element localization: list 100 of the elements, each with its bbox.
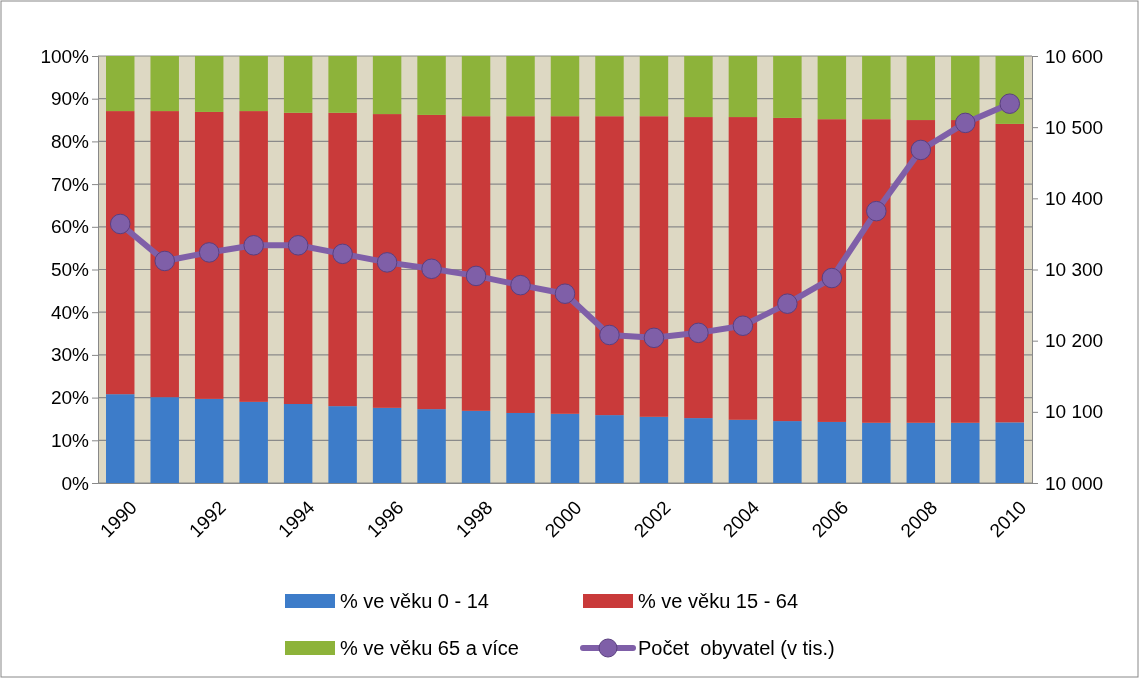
y2-tick-label: 10 100 <box>1045 401 1104 423</box>
bar <box>106 111 135 395</box>
bar <box>239 56 268 112</box>
y-tick-label: 80% <box>50 130 90 152</box>
point <box>554 283 576 304</box>
y2-tick-label: 10 000 <box>1045 472 1104 494</box>
bar <box>150 397 179 483</box>
bar <box>328 56 357 113</box>
y-tick-label: 0% <box>61 472 90 494</box>
point <box>510 274 531 296</box>
point <box>866 200 887 222</box>
point <box>332 243 353 265</box>
point <box>243 235 264 256</box>
y-tick-label: 90% <box>50 88 90 110</box>
bar <box>506 116 535 413</box>
bar <box>995 422 1024 483</box>
bar <box>106 394 135 483</box>
bar <box>995 123 1024 423</box>
bar <box>239 111 268 402</box>
bar <box>906 422 936 483</box>
bar <box>150 56 179 112</box>
bar <box>862 56 891 120</box>
point <box>198 242 220 263</box>
point <box>821 267 843 289</box>
bar <box>728 56 758 118</box>
bar <box>417 56 446 115</box>
legend-label: Počet obyvatel (v tis.) <box>638 637 835 659</box>
bar <box>951 56 980 121</box>
bar <box>461 116 491 411</box>
y-tick-label: 10% <box>50 429 90 451</box>
bar <box>194 56 224 112</box>
bar <box>906 120 936 423</box>
bar <box>283 404 313 483</box>
bar <box>817 56 847 120</box>
bar <box>862 119 891 423</box>
bar <box>906 56 936 121</box>
bar <box>773 117 802 422</box>
bar <box>684 418 713 483</box>
bar <box>194 398 224 483</box>
bar <box>372 114 402 408</box>
bar <box>461 410 491 483</box>
bar <box>728 419 758 483</box>
point <box>421 258 442 280</box>
y2-tick-label: 10 200 <box>1045 330 1104 352</box>
bar <box>150 111 179 398</box>
bar <box>372 407 402 483</box>
bar <box>773 56 802 118</box>
point <box>287 235 309 256</box>
bar <box>817 421 847 483</box>
bar <box>595 56 624 117</box>
bar <box>194 111 224 399</box>
bar <box>461 56 491 117</box>
bar <box>639 116 669 417</box>
bar <box>684 56 713 118</box>
point <box>777 293 798 314</box>
bar <box>550 56 580 117</box>
y2-tick-label: 10 600 <box>1045 45 1104 67</box>
point <box>465 265 487 287</box>
bar <box>550 116 580 414</box>
y-tick-label: 60% <box>50 216 90 238</box>
point <box>999 93 1021 114</box>
point <box>643 327 665 349</box>
bar <box>106 56 135 112</box>
point <box>955 112 976 134</box>
bar <box>372 56 402 115</box>
bar <box>684 117 713 419</box>
point <box>910 139 932 161</box>
bar <box>417 409 446 483</box>
bar <box>417 114 446 410</box>
y-tick-label: 100% <box>40 45 90 67</box>
bar <box>862 422 891 483</box>
bar <box>639 416 669 483</box>
point <box>599 324 620 346</box>
point <box>109 213 131 235</box>
y2-tick-label: 10 500 <box>1045 116 1104 138</box>
y2-tick-label: 10 300 <box>1045 259 1104 281</box>
y-tick-label: 50% <box>50 259 90 281</box>
bar <box>817 119 847 422</box>
bar <box>506 56 535 117</box>
y-tick-label: 20% <box>50 387 90 409</box>
bar <box>595 116 624 416</box>
bar <box>550 413 580 483</box>
point <box>688 322 709 344</box>
bar <box>239 401 268 483</box>
bar <box>283 56 313 113</box>
point <box>376 252 398 273</box>
bar <box>328 406 357 483</box>
bar <box>328 112 357 407</box>
bar <box>773 421 802 483</box>
bar <box>639 56 669 117</box>
point <box>154 250 175 272</box>
y-tick-label: 70% <box>50 173 90 195</box>
legend-label: % ve věku 65 a více <box>340 637 519 659</box>
y2-tick-label: 10 400 <box>1045 187 1104 209</box>
bar <box>283 112 313 405</box>
y-tick-label: 40% <box>50 301 90 323</box>
y-tick-label: 30% <box>50 344 90 366</box>
legend-label: % ve věku 15 - 64 <box>638 590 799 612</box>
point <box>732 315 754 336</box>
bar <box>506 412 535 483</box>
